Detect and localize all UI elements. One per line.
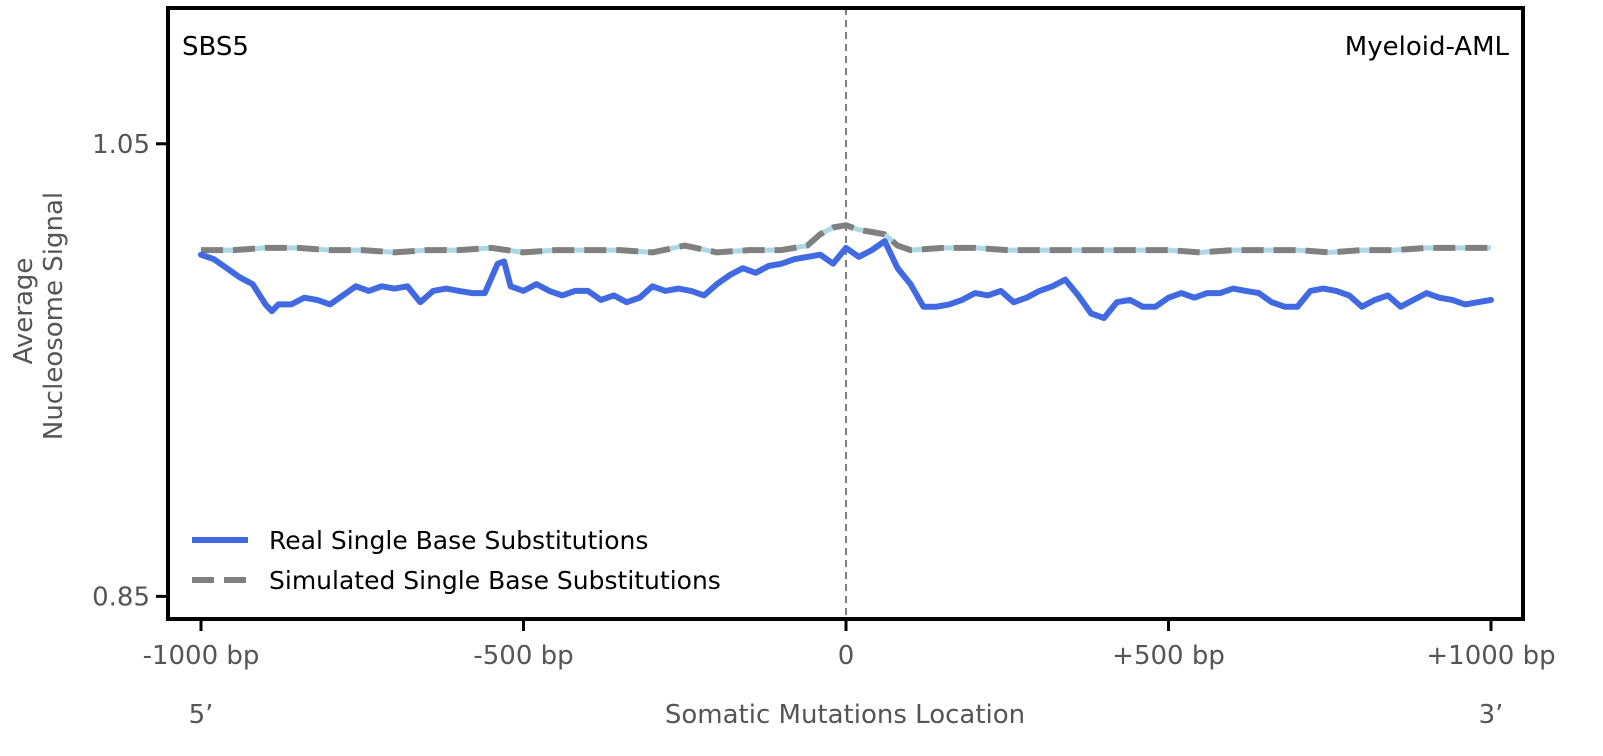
x-tick-label: +500 bp xyxy=(1112,641,1225,671)
legend: Real Single Base Substitutions Simulated… xyxy=(192,526,721,595)
y-tick-label: 0.85 xyxy=(92,582,150,612)
x-tick-label: +1000 bp xyxy=(1426,641,1555,671)
simulated-series-line xyxy=(201,222,1491,256)
panel-label-signature: SBS5 xyxy=(182,32,249,62)
x-tick-label: -1000 bp xyxy=(143,641,260,671)
x-tick-label: 0 xyxy=(838,641,855,671)
panel-label-tissue: Myeloid-AML xyxy=(1345,32,1510,62)
x-tick-label: -500 bp xyxy=(473,641,573,671)
three-prime-label: 3’ xyxy=(1479,700,1504,730)
five-prime-label: 5’ xyxy=(189,700,214,730)
real-series-line xyxy=(198,238,1494,321)
y-axis: 1.05 0.85 xyxy=(92,130,168,612)
legend-label-simulated: Simulated Single Base Substitutions xyxy=(269,566,721,595)
x-axis: -1000 bp -500 bp 0 +500 bp +1000 bp xyxy=(143,619,1556,671)
x-axis-label: Somatic Mutations Location xyxy=(665,700,1025,730)
legend-label-real: Real Single Base Substitutions xyxy=(269,526,648,555)
y-tick-label: 1.05 xyxy=(92,130,150,160)
y-axis-label-line1: Average xyxy=(9,258,39,365)
y-axis-label-line2: Nucleosome Signal xyxy=(39,192,69,440)
